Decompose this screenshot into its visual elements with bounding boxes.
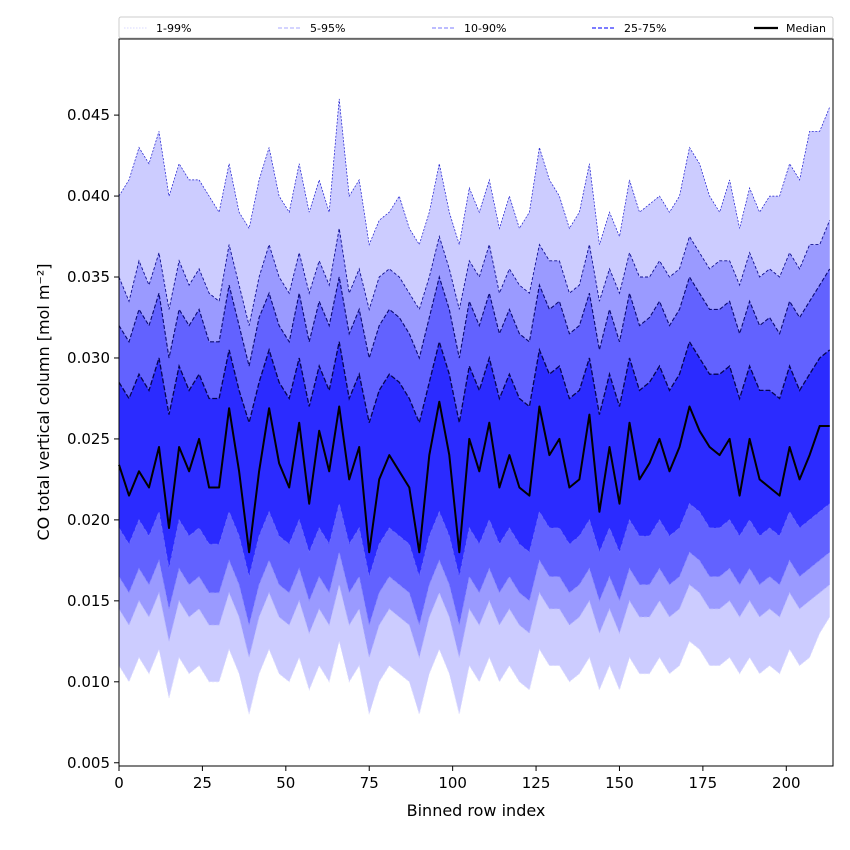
percentile-bands (119, 98, 830, 715)
x-tick-label: 100 (438, 774, 467, 792)
line-p25 (118, 503, 830, 579)
x-axis-ticks: 0 25 50 75 100 125 150 175 200 (114, 766, 801, 792)
y-tick-label: 0.045 (67, 106, 110, 124)
x-tick-label: 200 (772, 774, 801, 792)
x-tick-label: 175 (689, 774, 718, 792)
x-tick-label: 25 (193, 774, 212, 792)
y-axis-ticks: 0.005 0.010 0.015 0.020 0.025 0.030 0.035 0.040… (67, 106, 119, 772)
x-tick-label: 75 (360, 774, 379, 792)
line-p10 (118, 551, 830, 627)
y-tick-label: 0.010 (67, 673, 110, 691)
y-axis-label: CO total vertical column [mol m⁻²] (34, 263, 53, 540)
line-p75 (118, 339, 831, 426)
x-tick-label: 150 (605, 774, 634, 792)
y-tick-label: 0.035 (67, 268, 110, 286)
y-tick-label: 0.020 (67, 511, 110, 529)
percentile-lines (118, 98, 831, 716)
line-p90 (118, 268, 831, 367)
x-tick-label: 50 (276, 774, 295, 792)
line-p99 (118, 98, 831, 246)
line-p1 (118, 616, 831, 716)
y-tick-label: 0.040 (67, 187, 110, 205)
legend: 1-99% 5-95% 10-90% 25-75% Median (118, 16, 834, 39)
y-tick-label: 0.030 (67, 349, 110, 367)
legend-label: Median (786, 22, 826, 35)
legend-label: 5-95% (310, 22, 345, 35)
legend-label: 10-90% (464, 22, 506, 35)
line-median (118, 400, 830, 554)
band-25-to-75 (119, 341, 830, 577)
line-p5 (118, 584, 830, 659)
x-tick-label: 125 (522, 774, 551, 792)
legend-label: 1-99% (156, 22, 191, 35)
plot-frame (118, 38, 834, 767)
legend-box (118, 16, 834, 39)
x-axis-label: Binned row index (407, 801, 546, 820)
legend-label: 25-75% (624, 22, 666, 35)
line-p95 (118, 220, 831, 326)
y-tick-label: 0.025 (67, 430, 110, 448)
y-tick-label: 0.005 (67, 754, 110, 772)
y-tick-label: 0.015 (67, 592, 110, 610)
x-tick-label: 0 (114, 774, 124, 792)
